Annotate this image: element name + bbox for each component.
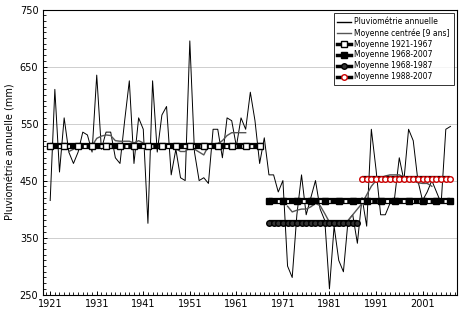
Y-axis label: Pluviométrie annuelle (mm): Pluviométrie annuelle (mm) [6,84,16,220]
Legend: Pluviométrie annuelle, Moyenne centrée [9 ans], Moyenne 1921-1967, Moyenne 1968-: Pluviométrie annuelle, Moyenne centrée [… [334,13,454,85]
